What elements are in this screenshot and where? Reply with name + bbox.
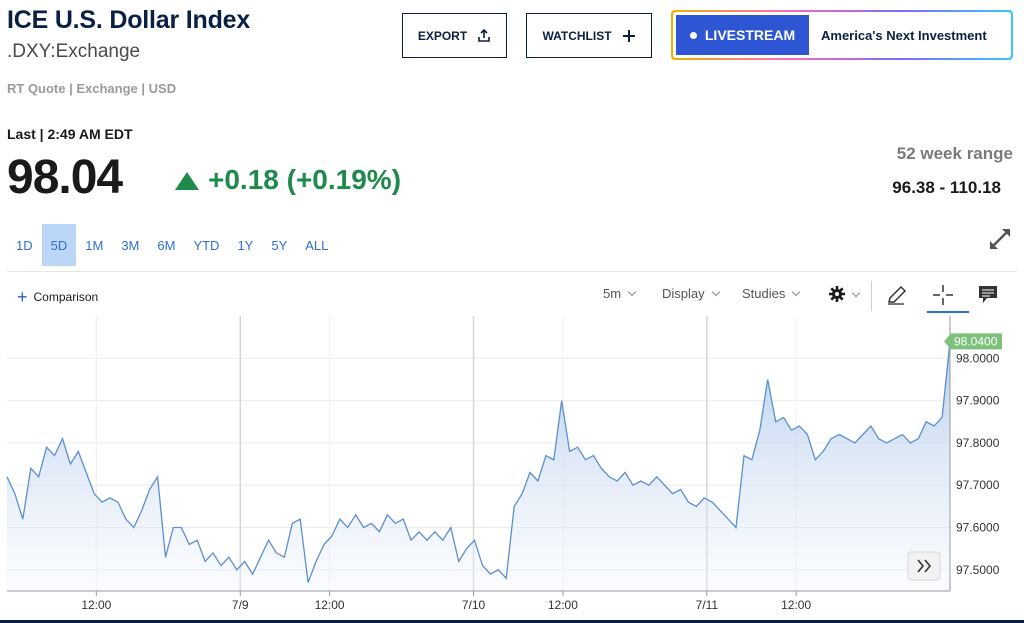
x-tick-label: 12:00 [315, 598, 345, 612]
comparison-label: Comparison [33, 290, 99, 304]
chevron-down-icon [851, 288, 861, 297]
x-tick-label: 12:00 [81, 598, 111, 612]
display-label: Display [662, 286, 705, 301]
symbol-label: .DXY:Exchange [7, 41, 141, 62]
period-selector: 1D 5D 1M 3M 6M YTD 1Y 5Y ALL [7, 224, 337, 266]
comment-icon[interactable] [975, 282, 1001, 308]
y-tick-label: 97.7000 [956, 478, 1000, 492]
current-value-label: 98.0400 [954, 334, 998, 348]
x-tick-label: 12:00 [781, 598, 811, 612]
y-tick-label: 97.8000 [956, 436, 1000, 450]
export-label: EXPORT [417, 28, 468, 43]
price-chart[interactable]: 98.0000 97.9000 97.8000 97.7000 97.6000 97.50… [0, 316, 1024, 620]
period-6m[interactable]: 6M [157, 237, 176, 253]
page-bottom-border [0, 620, 1024, 623]
period-1y[interactable]: 1Y [237, 237, 254, 253]
period-ytd[interactable]: YTD [193, 237, 220, 253]
livestream-button[interactable]: LIVESTREAM [676, 15, 809, 55]
series-line [6, 341, 951, 583]
chevron-down-icon [792, 287, 801, 297]
section-divider [7, 271, 1017, 272]
page-title: ICE U.S. Dollar Index [7, 6, 251, 34]
y-tick-label: 97.5000 [956, 563, 1000, 577]
range-label: 52 week range [896, 144, 1013, 163]
expand-icon[interactable] [987, 226, 1013, 252]
chevron-down-icon [627, 287, 637, 297]
forward-icon [917, 559, 932, 573]
display-dropdown[interactable]: Display [662, 286, 720, 301]
gear-icon [829, 286, 845, 302]
promo-link[interactable]: America's Next Investment [821, 27, 987, 43]
period-1d[interactable]: 1D [16, 237, 33, 253]
period-5y[interactable]: 5Y [271, 237, 288, 253]
comparison-button[interactable]: + Comparison [17, 287, 99, 307]
period-5d[interactable]: 5D [41, 224, 77, 266]
period-3m[interactable]: 3M [121, 237, 140, 253]
live-dot-icon [689, 31, 697, 39]
chevron-down-icon [711, 287, 720, 297]
watchlist-label: WATCHLIST [542, 28, 612, 43]
price-change: +0.18 (+0.19%) [208, 164, 402, 195]
toolbar-divider [871, 281, 872, 311]
y-tick-label: 98.0000 [956, 351, 1000, 365]
series-area [7, 341, 950, 591]
scroll-forward-button[interactable] [907, 551, 941, 581]
up-arrow-icon [175, 172, 199, 190]
plus-icon [622, 29, 635, 42]
active-tool-indicator [927, 311, 969, 313]
upload-icon [478, 28, 490, 42]
interval-label: 5m [603, 286, 622, 301]
period-all[interactable]: ALL [305, 237, 329, 253]
x-tick-label: 12:00 [548, 598, 578, 612]
plus-icon: + [17, 287, 28, 307]
pencil-icon[interactable] [884, 282, 910, 308]
livestream-label: LIVESTREAM [704, 27, 796, 43]
interval-dropdown[interactable]: 5m [603, 286, 637, 301]
studies-dropdown[interactable]: Studies [742, 286, 801, 301]
current-value-marker [944, 333, 1002, 350]
x-tick-label: 7/9 [232, 598, 249, 612]
y-tick-label: 97.6000 [956, 521, 1000, 535]
last-updated: Last | 2:49 AM EDT [7, 126, 133, 142]
crosshair-icon[interactable] [930, 282, 956, 308]
quote-meta: RT Quote | Exchange | USD [7, 81, 177, 96]
range-value: 96.38 - 110.18 [892, 178, 1001, 197]
watchlist-button[interactable]: WATCHLIST [526, 13, 652, 58]
livestream-banner: LIVESTREAM America's Next Investment [671, 10, 1013, 60]
settings-dropdown[interactable] [829, 286, 861, 302]
y-tick-label: 97.9000 [956, 394, 1000, 408]
last-price: 98.04 [7, 151, 123, 204]
x-tick-label: 7/11 [696, 598, 719, 612]
export-button[interactable]: EXPORT [402, 13, 507, 58]
studies-label: Studies [742, 286, 786, 301]
period-1m[interactable]: 1M [85, 237, 104, 253]
x-tick-label: 7/10 [462, 598, 486, 612]
